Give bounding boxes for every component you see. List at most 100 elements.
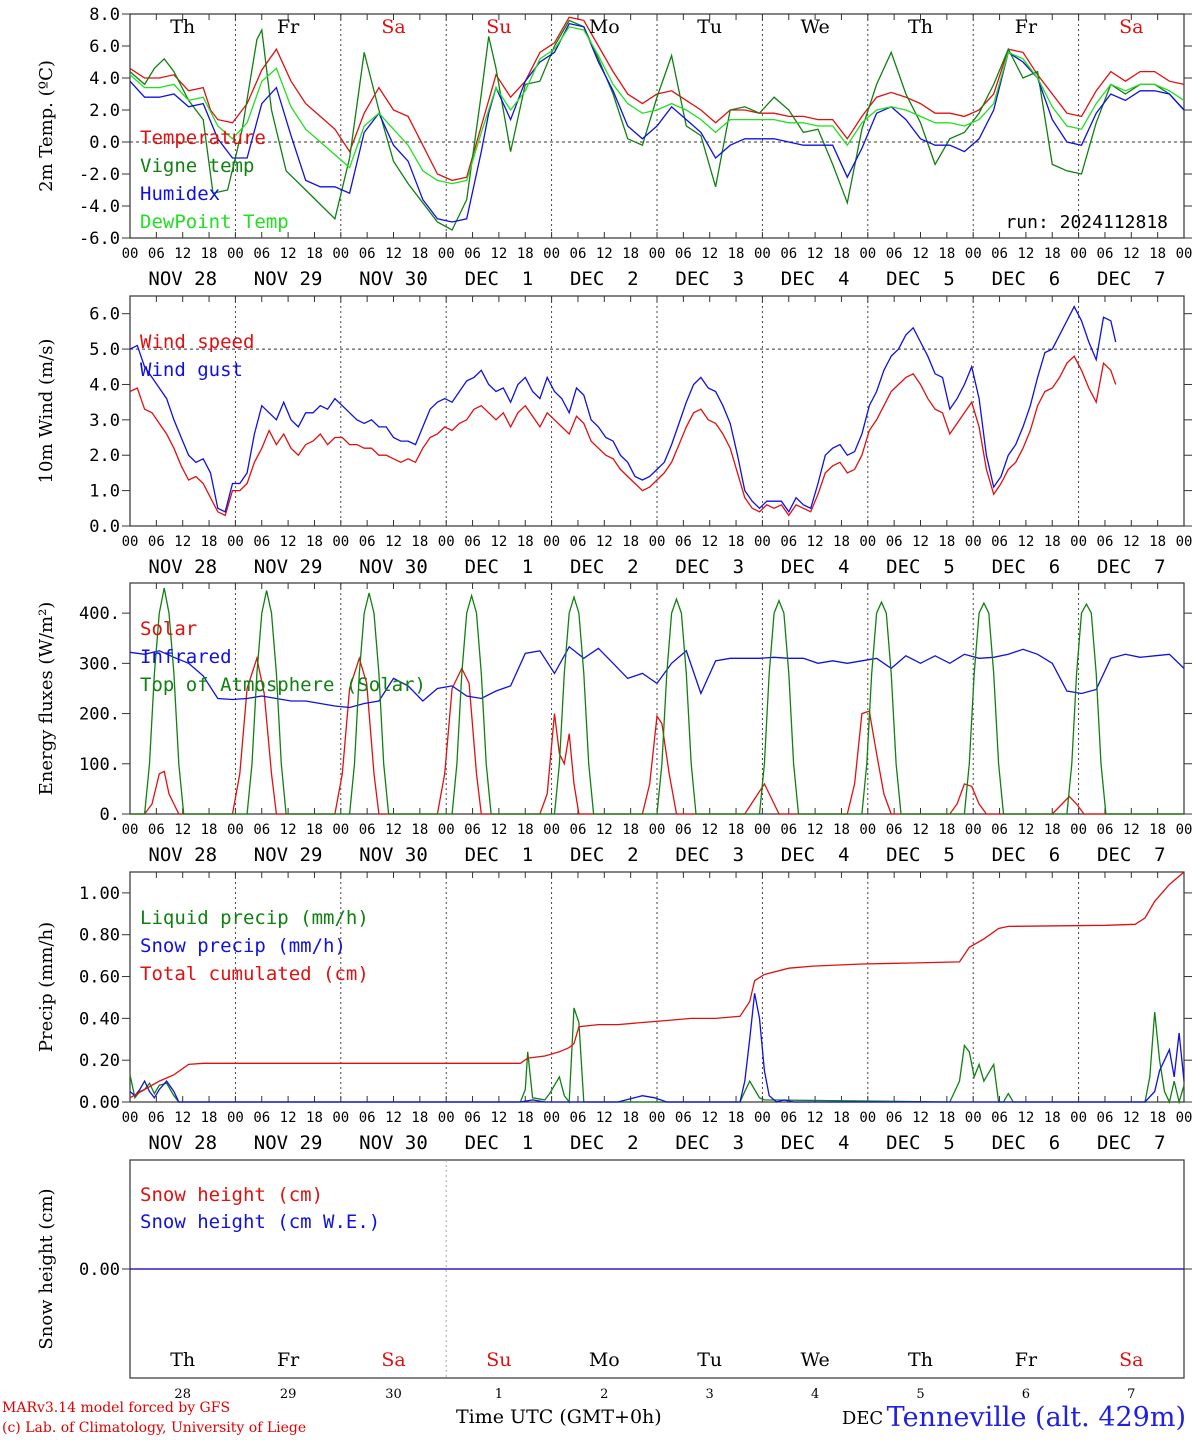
hour-label: 12 [701,246,718,262]
date-label: DEC 5 [886,1132,955,1154]
hour-label: 12 [385,822,402,838]
day-number-label: 30 [385,1387,402,1402]
date-label: NOV 29 [254,556,323,578]
weekday-label: Sa [381,16,405,38]
hour-label: 06 [464,246,481,262]
date-label: NOV 28 [148,844,217,866]
panel-1: -6.0 -4.0 -2.0 0.0 2.0 4.0 6.0 8.0 Temperature Vi… [36,5,1192,290]
hour-label: 12 [1017,822,1034,838]
hour-label: 00 [1176,1110,1193,1126]
hour-label: 00 [332,822,349,838]
hour-label: 18 [1044,246,1061,262]
hour-label: 00 [859,246,876,262]
hour-label: 18 [1149,1110,1166,1126]
hour-label: 12 [807,1110,824,1126]
panel-4: 0.00 0.20 0.40 0.60 0.80 1.00 Liquid precip (m… [36,871,1193,1154]
y-tick-label: 5.0 [89,340,120,360]
hour-label: 12 [280,1110,297,1126]
date-label: NOV 30 [359,844,428,866]
hour-label: 00 [1070,1110,1087,1126]
hour-label: 00 [1176,246,1193,262]
weekday-label: Su [486,1349,511,1371]
date-label: NOV 28 [148,268,217,290]
hour-label: 00 [438,534,455,550]
legend-entry: Temperature [140,127,266,149]
hour-label: 12 [807,534,824,550]
hour-label: 00 [227,246,244,262]
hour-label: 18 [622,246,639,262]
hour-label: 06 [359,246,376,262]
day-number-label: 28 [174,1387,191,1402]
hour-label: 06 [675,246,692,262]
hour-label: 12 [1123,246,1140,262]
series-line-dewpoint-temp [129,26,1185,185]
hour-label: 06 [570,1110,587,1126]
y-tick-label: -2.0 [79,165,120,185]
legend-entry: Solar [140,618,197,640]
hour-label: 00 [754,1110,771,1126]
weekday-label: Mo [589,1349,620,1371]
day-number-label: 6 [1022,1387,1030,1402]
hour-label: 18 [1044,822,1061,838]
hour-label: 12 [385,1110,402,1126]
y-tick-label: 100. [79,755,120,775]
y-tick-label: 0.0 [89,133,120,153]
hour-label: 18 [411,1110,428,1126]
hour-label: 18 [833,246,850,262]
hour-label: 18 [201,246,218,262]
date-label: DEC 5 [886,844,955,866]
day-number-label: 1 [495,1387,503,1402]
legend-entry: Snow height (cm W.E.) [140,1211,380,1233]
hour-label: 06 [253,246,270,262]
y-tick-label: 4.0 [89,69,120,89]
date-label: DEC 6 [992,1132,1061,1154]
y-tick-label: 6.0 [89,305,120,325]
model-credit: MARv3.14 model forced by GFS [2,1400,231,1416]
y-tick-label: 6.0 [89,37,120,57]
hour-label: 12 [490,822,507,838]
hour-label: 18 [622,822,639,838]
hour-label: 00 [1176,534,1193,550]
date-label: DEC 3 [675,1132,744,1154]
series-line-top-of-atmosphere-solar- [130,587,1184,815]
date-label: DEC 7 [1097,556,1166,578]
hour-label: 12 [1017,246,1034,262]
hour-label: 06 [991,822,1008,838]
hour-label: 06 [148,1110,165,1126]
weekday-label: Sa [1119,16,1143,38]
date-label: DEC 6 [992,268,1061,290]
hour-label: 18 [1149,534,1166,550]
y-tick-label: 2.0 [89,101,120,121]
hour-label: 18 [411,246,428,262]
weekday-label: We [800,1349,829,1371]
y-axis-label: 2m Temp. (ºC) [36,60,57,192]
weekday-label: Tu [697,1349,722,1371]
hour-label: 00 [649,246,666,262]
hour-label: 18 [938,246,955,262]
date-label: NOV 29 [254,1132,323,1154]
hour-label: 06 [359,822,376,838]
hour-label: 18 [728,1110,745,1126]
date-label: DEC 3 [675,556,744,578]
hour-label: 06 [991,246,1008,262]
date-label: DEC 5 [886,268,955,290]
hour-label: 18 [622,534,639,550]
hour-label: 00 [754,246,771,262]
hour-label: 06 [886,822,903,838]
weekday-label: Sa [381,1349,405,1371]
series-line-vigne-temp [129,19,1185,231]
series-line-wind-gust [129,305,1117,514]
legend-entry: Total cumulated (cm) [140,963,369,985]
hour-label: 00 [543,246,560,262]
y-tick-label: 300. [79,654,120,674]
date-label: DEC 5 [886,556,955,578]
weekday-label: Th [908,16,933,38]
hour-label: 18 [833,1110,850,1126]
hour-label: 12 [701,1110,718,1126]
hour-label: 06 [991,1110,1008,1126]
hour-label: 00 [1070,534,1087,550]
day-number-label: 3 [706,1387,714,1402]
hour-label: 00 [332,534,349,550]
weekday-label: Mo [589,16,620,38]
hour-label: 06 [464,534,481,550]
